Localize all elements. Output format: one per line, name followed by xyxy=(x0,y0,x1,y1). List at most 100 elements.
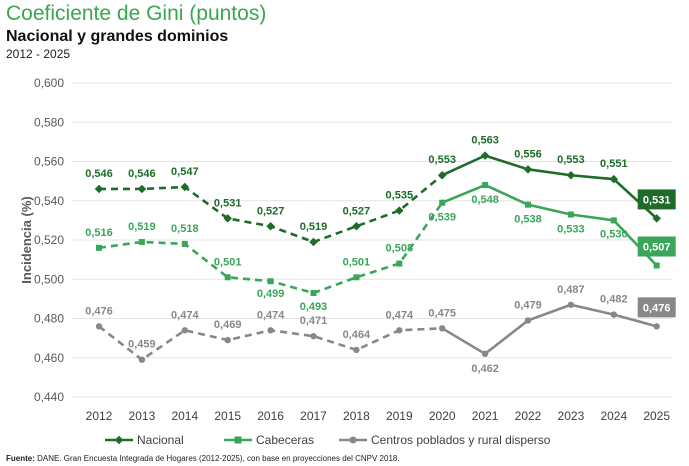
x-tick-label: 2023 xyxy=(558,409,585,423)
x-tick-label: 2024 xyxy=(600,409,627,423)
x-tick-label: 2014 xyxy=(171,409,198,423)
x-tick-label: 2018 xyxy=(343,409,370,423)
data-point xyxy=(310,332,317,340)
data-point xyxy=(95,323,103,330)
data-label: 0,553 xyxy=(428,154,456,166)
data-point xyxy=(480,151,490,160)
data-label: 0,507 xyxy=(643,242,671,254)
series-2: 0,516 0,519 0,518 0,501 0,499 0,493 0,501 0,508… xyxy=(85,182,676,313)
data-label: 0,546 xyxy=(128,168,156,180)
legend-label: Nacional xyxy=(137,433,184,447)
data-point xyxy=(567,301,575,308)
data-label: 0,462 xyxy=(471,363,499,375)
data-point xyxy=(653,323,660,330)
data-point xyxy=(439,199,446,206)
y-tick-label: 0,440 xyxy=(34,390,64,404)
gini-line-chart: 0,440 0,460 0,480 0,500 0,520 0,540 0,560 0,580… xyxy=(19,76,676,447)
data-point xyxy=(223,214,232,223)
data-label: 0,518 xyxy=(171,223,199,235)
legend-item: Centros poblados y rural disperso xyxy=(339,433,551,447)
legend-item: Nacional xyxy=(105,433,184,447)
data-label: 0,469 xyxy=(214,319,242,331)
data-label-box xyxy=(637,189,676,210)
y-tick-label: 0,540 xyxy=(34,194,64,208)
x-tick-label: 2020 xyxy=(429,409,456,423)
data-point xyxy=(352,222,361,231)
data-point xyxy=(567,211,574,218)
data-label: 0,474 xyxy=(386,309,414,321)
data-point xyxy=(610,311,617,318)
data-label-box xyxy=(637,297,676,318)
x-tick-label: 2013 xyxy=(129,409,156,423)
series-line-solid xyxy=(441,303,658,356)
legend-marker xyxy=(114,435,124,445)
data-label: 0,553 xyxy=(557,154,585,166)
data-point xyxy=(353,274,360,281)
series-line-solid xyxy=(441,183,658,267)
chart-period: 2012 - 2025 xyxy=(6,47,71,61)
y-tick-label: 0,560 xyxy=(34,155,64,169)
data-label: 0,476 xyxy=(85,305,113,317)
data-label: 0,474 xyxy=(257,309,285,321)
data-label: 0,476 xyxy=(643,302,671,314)
x-tick-label: 2025 xyxy=(643,409,670,423)
y-axis-title: Incidencia (%) xyxy=(19,196,34,283)
data-label: 0,508 xyxy=(386,243,414,255)
data-label: 0,546 xyxy=(85,168,113,180)
data-point xyxy=(395,206,404,215)
data-point xyxy=(396,260,403,267)
y-tick-label: 0,460 xyxy=(34,351,64,365)
x-tick-label: 2021 xyxy=(472,409,499,423)
legend-label: Cabeceras xyxy=(256,433,314,447)
data-label: 0,539 xyxy=(428,212,456,224)
y-tick-label: 0,480 xyxy=(34,312,64,326)
data-point xyxy=(523,165,533,174)
legend-item: Cabeceras xyxy=(224,433,314,447)
data-label: 0,479 xyxy=(514,299,542,311)
data-point xyxy=(525,201,531,208)
legend-label: Centros poblados y rural disperso xyxy=(371,433,551,447)
data-label: 0,482 xyxy=(600,294,628,306)
y-tick-label: 0,600 xyxy=(34,76,64,90)
legend-marker xyxy=(234,436,242,444)
data-label: 0,459 xyxy=(128,339,156,351)
source-label: Fuente: xyxy=(6,454,35,463)
data-label: 0,531 xyxy=(643,194,671,206)
x-tick-label: 2015 xyxy=(214,409,241,423)
data-label-box xyxy=(637,236,676,257)
data-point xyxy=(138,238,145,245)
data-point xyxy=(310,289,317,296)
data-label: 0,474 xyxy=(171,309,199,321)
series-3: 0,476 0,459 0,474 0,469 0,474 0,471 0,464 0,474… xyxy=(85,284,676,375)
x-tick-label: 2017 xyxy=(300,409,327,423)
data-point xyxy=(267,278,274,285)
source-text: DANE. Gran Encuesta Integrada de Hogares… xyxy=(37,454,400,463)
data-point xyxy=(224,336,231,344)
data-point xyxy=(309,237,318,247)
data-point xyxy=(266,222,275,231)
data-label: 0,499 xyxy=(257,288,285,300)
data-label: 0,487 xyxy=(557,284,585,296)
y-tick-label: 0,580 xyxy=(34,115,64,129)
data-label: 0,551 xyxy=(600,158,628,170)
data-label: 0,547 xyxy=(171,166,199,178)
data-point xyxy=(437,170,447,180)
x-tick-label: 2012 xyxy=(86,409,113,423)
data-label: 0,464 xyxy=(343,329,371,341)
data-point xyxy=(610,217,617,224)
data-label: 0,527 xyxy=(343,205,371,217)
data-point xyxy=(353,346,360,354)
chart-title: Coeficiente de Gini (puntos) xyxy=(6,2,267,25)
data-label: 0,563 xyxy=(471,135,499,147)
y-tick-label: 0,500 xyxy=(34,272,64,286)
data-label: 0,533 xyxy=(557,223,585,235)
data-label: 0,519 xyxy=(300,221,328,233)
data-label: 0,519 xyxy=(128,221,156,233)
y-tick-label: 0,520 xyxy=(34,233,64,247)
data-point xyxy=(482,182,489,189)
data-point xyxy=(481,350,489,358)
data-point xyxy=(94,184,104,194)
data-label: 0,527 xyxy=(257,205,285,217)
data-point xyxy=(181,240,188,247)
x-tick-label: 2016 xyxy=(257,409,284,423)
